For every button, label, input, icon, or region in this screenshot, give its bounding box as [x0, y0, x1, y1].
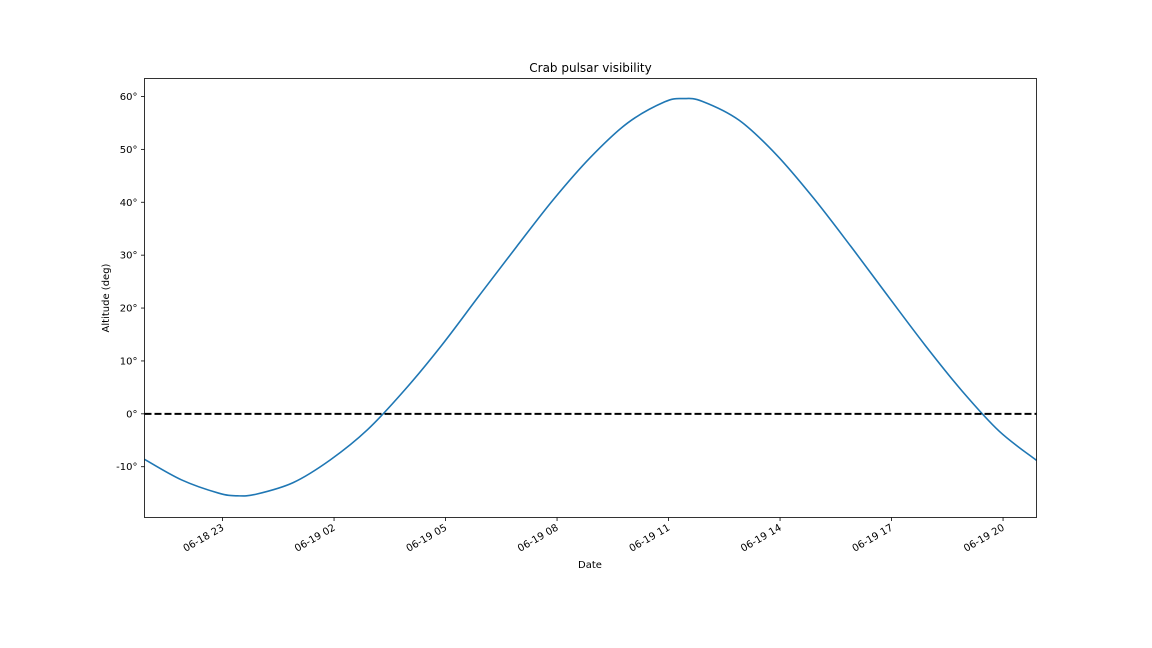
y-axis-label: Altitude (deg) — [101, 263, 112, 332]
y-tick-label: 40° — [120, 198, 138, 209]
y-tick-label: 0° — [126, 409, 137, 420]
x-tick-label: 06-19 08 — [516, 523, 560, 555]
y-tick-label: 20° — [120, 304, 138, 315]
plot-frame — [144, 78, 1037, 518]
x-axis-label: Date — [578, 560, 602, 571]
x-tick-label: 06-19 20 — [962, 523, 1006, 555]
y-tick-label: 50° — [120, 145, 138, 156]
y-tick-label: 60° — [120, 92, 138, 103]
y-axis: -10° 0° 10° 20° 30° 40° 50° 60° — [116, 92, 145, 473]
x-tick-label: 06-18 23 — [182, 523, 226, 555]
y-tick-label: 30° — [120, 251, 138, 262]
x-tick-label: 06-19 14 — [739, 523, 783, 555]
x-tick-label: 06-19 05 — [405, 523, 449, 555]
chart-title: Crab pulsar visibility — [529, 61, 651, 75]
y-tick-label: -10° — [116, 462, 137, 473]
y-tick-label: 10° — [120, 356, 138, 367]
altitude-series-line — [144, 97, 1037, 497]
x-tick-label: 06-19 02 — [293, 523, 337, 555]
series-layer — [144, 97, 1037, 497]
x-axis: 06-18 23 06-19 02 06-19 05 06-19 08 06-19 11… — [182, 517, 1007, 555]
x-tick-label: 06-19 17 — [851, 523, 895, 555]
x-tick-label: 06-19 11 — [628, 523, 672, 555]
